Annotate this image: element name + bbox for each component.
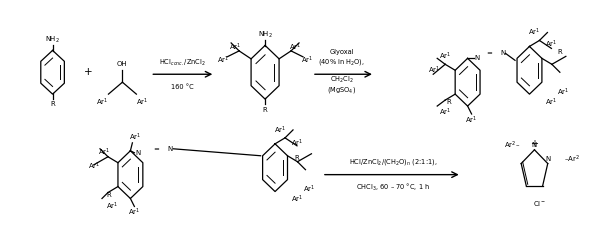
Text: HCl/ZnCl$_2$/(CH$_2$O)$_n$ (2:1:1),: HCl/ZnCl$_2$/(CH$_2$O)$_n$ (2:1:1), <box>349 157 437 167</box>
Text: Ar$^1$: Ar$^1$ <box>303 184 315 195</box>
Text: Ar$^1$: Ar$^1$ <box>274 124 286 136</box>
Text: N: N <box>136 150 141 156</box>
Text: NH$_2$: NH$_2$ <box>45 34 60 45</box>
Text: +: + <box>530 139 538 149</box>
Text: Ar$^1$: Ar$^1$ <box>528 27 541 38</box>
Text: Ar$^1$: Ar$^1$ <box>289 41 301 53</box>
Text: Ar$^1$: Ar$^1$ <box>291 138 303 149</box>
Text: N: N <box>500 50 505 56</box>
Text: Ar$^1$: Ar$^1$ <box>98 147 110 158</box>
Text: (MgSO$_4$): (MgSO$_4$) <box>328 85 356 95</box>
Text: N: N <box>545 155 550 161</box>
Text: R: R <box>106 191 111 198</box>
Text: Ar$^1$: Ar$^1$ <box>301 55 313 67</box>
Text: =: = <box>154 146 159 152</box>
Text: Glyoxal: Glyoxal <box>329 49 354 55</box>
Text: 160 °C: 160 °C <box>171 84 194 90</box>
Text: R: R <box>295 155 299 161</box>
Text: N: N <box>532 142 537 148</box>
Text: Ar$^1$: Ar$^1$ <box>439 51 452 62</box>
Text: –Ar$^2$: –Ar$^2$ <box>564 154 580 165</box>
Text: NH$_2$: NH$_2$ <box>257 29 272 40</box>
Text: R: R <box>446 99 451 105</box>
Text: Ar$^1$: Ar$^1$ <box>229 41 241 53</box>
Text: N: N <box>167 146 173 152</box>
Text: =: = <box>487 50 493 56</box>
Text: Cl$^-$: Cl$^-$ <box>533 199 546 208</box>
Text: N: N <box>474 55 479 61</box>
Text: Ar$^1$: Ar$^1$ <box>88 161 101 172</box>
Text: Ar$^1$: Ar$^1$ <box>439 106 452 118</box>
Text: Ar$^1$: Ar$^1$ <box>545 96 557 108</box>
Text: Ar$^1$: Ar$^1$ <box>136 96 149 108</box>
Text: HCl$_{conc.}$/ZnCl$_2$: HCl$_{conc.}$/ZnCl$_2$ <box>159 58 206 68</box>
Text: Ar$^1$: Ar$^1$ <box>291 194 303 205</box>
Text: Ar$^1$: Ar$^1$ <box>545 39 557 50</box>
Text: OH: OH <box>117 61 128 67</box>
Text: Ar$^1$: Ar$^1$ <box>428 65 440 76</box>
Text: +: + <box>84 67 93 77</box>
Text: Ar$^1$: Ar$^1$ <box>217 55 229 67</box>
Text: R: R <box>557 49 562 55</box>
Text: Ar$^1$: Ar$^1$ <box>557 86 569 98</box>
Text: CHCl$_3$, 60 – 70 °C, 1 h: CHCl$_3$, 60 – 70 °C, 1 h <box>356 182 430 193</box>
Text: Ar$^1$: Ar$^1$ <box>129 131 142 143</box>
Text: Ar$^1$: Ar$^1$ <box>96 96 109 108</box>
Text: CH$_2$Cl$_2$: CH$_2$Cl$_2$ <box>330 75 354 85</box>
Text: Ar$^1$: Ar$^1$ <box>106 201 119 212</box>
Text: (40% in H$_2$O),: (40% in H$_2$O), <box>319 57 365 67</box>
Text: R: R <box>50 101 55 107</box>
Text: Ar$^1$: Ar$^1$ <box>466 114 478 126</box>
Text: Ar$^1$: Ar$^1$ <box>128 207 140 218</box>
Text: Ar$^2$–: Ar$^2$– <box>505 140 521 152</box>
Text: R: R <box>263 107 268 113</box>
